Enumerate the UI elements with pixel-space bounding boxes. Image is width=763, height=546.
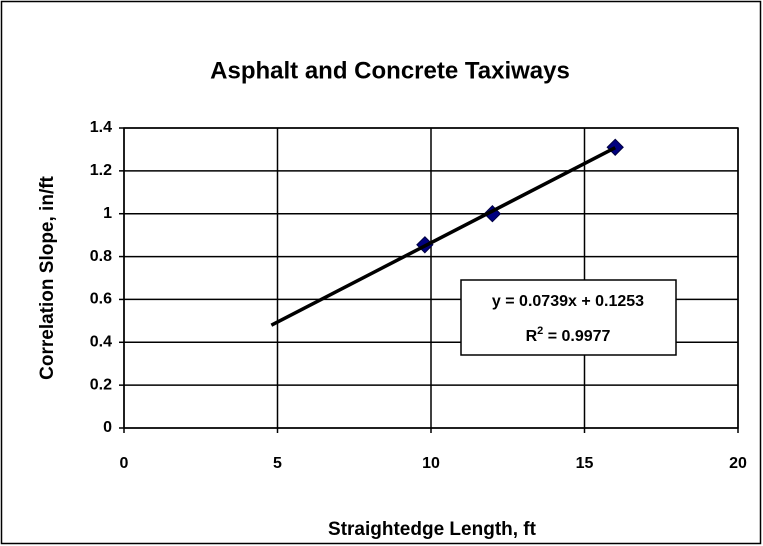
y-tick-label: 1.2 bbox=[90, 162, 112, 179]
x-axis-label: Straightedge Length, ft bbox=[328, 519, 537, 540]
x-tick-label: 0 bbox=[120, 455, 129, 472]
r-squared-part: = 0.9977 bbox=[543, 328, 610, 345]
x-tick-label: 20 bbox=[729, 455, 747, 472]
x-tick-label: 5 bbox=[273, 455, 282, 472]
trendline bbox=[270, 146, 617, 327]
y-tick-label: 0.4 bbox=[90, 334, 112, 351]
y-tick-label: 1.4 bbox=[90, 119, 112, 136]
y-tick-label: 1 bbox=[103, 205, 112, 222]
annotation-box bbox=[460, 279, 677, 356]
y-tick-label: 0.6 bbox=[90, 291, 112, 308]
r-squared-text: R2 = 0.9977 bbox=[526, 325, 611, 345]
chart-title: Asphalt and Concrete Taxiways bbox=[210, 57, 570, 84]
r-squared-part: R bbox=[526, 328, 538, 345]
y-tick-label: 0.2 bbox=[90, 376, 112, 393]
r-squared-part: 2 bbox=[537, 325, 543, 337]
equation-text: y = 0.0739x + 0.1253 bbox=[492, 293, 644, 310]
y-tick-label: 0 bbox=[103, 419, 112, 436]
y-axis-label: Correlation Slope, in/ft bbox=[37, 175, 58, 379]
y-tick-label: 0.8 bbox=[90, 248, 112, 265]
x-tick-label: 15 bbox=[576, 455, 594, 472]
x-tick-label: 10 bbox=[422, 455, 440, 472]
